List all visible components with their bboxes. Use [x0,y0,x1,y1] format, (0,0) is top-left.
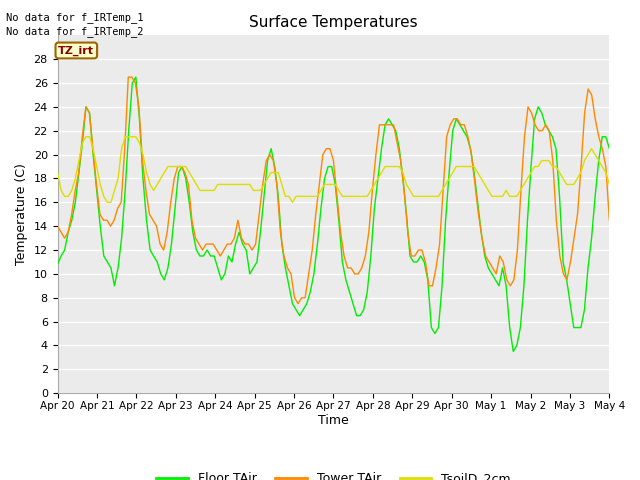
X-axis label: Time: Time [318,414,349,427]
Text: TZ_irt: TZ_irt [58,45,94,56]
Legend: Floor TAir, Tower TAir, TsoilD_2cm: Floor TAir, Tower TAir, TsoilD_2cm [152,468,515,480]
Title: Surface Temperatures: Surface Temperatures [249,15,418,30]
Y-axis label: Temperature (C): Temperature (C) [15,163,28,265]
Text: No data for f_IRTemp_2: No data for f_IRTemp_2 [6,26,144,37]
Text: No data for f_IRTemp_1: No data for f_IRTemp_1 [6,12,144,23]
